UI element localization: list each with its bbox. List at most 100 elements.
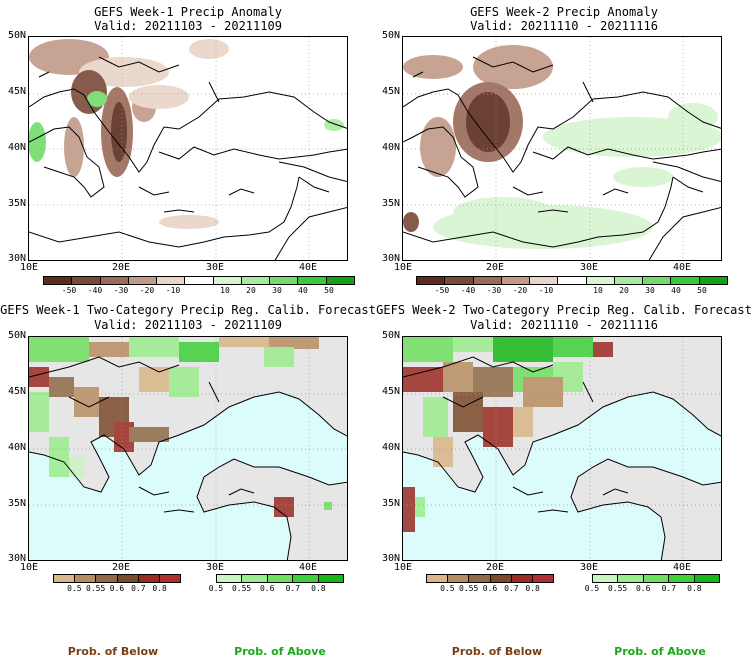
colorbar-tick-label: 0.55: [607, 584, 628, 593]
colorbar-tick-label: 0.55: [231, 584, 252, 593]
colorbar-tick-label: 0.5: [584, 584, 600, 593]
colorbar-tick-label: 50: [324, 286, 334, 295]
lat-label: 35N: [381, 198, 400, 209]
colorbar-swatch: [157, 277, 186, 284]
panel-valid-week1-anomaly: Valid: 20211103 - 20211109: [94, 19, 282, 33]
prob-above-label: Prob. of Above: [234, 645, 326, 658]
colorbar-tick-label: 40: [671, 286, 681, 295]
colorbar-tick-label: 20: [246, 286, 256, 295]
prob-below-label: Prob. of Below: [451, 645, 543, 658]
map-week1-twocat: [28, 336, 348, 561]
lat-label: 45N: [381, 86, 400, 97]
prob-below-label: Prob. of Below: [67, 645, 159, 658]
lat-label: 45N: [7, 86, 26, 97]
colorbar-swatch: [44, 277, 73, 284]
colorbar-swatch: [532, 575, 554, 582]
colorbar-swatch: [241, 277, 271, 284]
panel-title-week1-anomaly: GEFS Week-1 Precip Anomaly: [94, 5, 282, 19]
lat-label: 40N: [381, 142, 400, 153]
lon-label: 10E: [393, 262, 413, 273]
colorbar-tick-label: 50: [697, 286, 707, 295]
colorbar-swatch: [270, 277, 299, 284]
lat-label: 50N: [7, 330, 26, 341]
lon-label: 30E: [579, 562, 599, 573]
colorbar-swatch: [445, 277, 474, 284]
lat-label: 45N: [381, 386, 400, 397]
lat-label: 50N: [381, 330, 400, 341]
map-week2-twocat: [402, 336, 722, 561]
colorbar-tick-label: 0.5: [208, 584, 224, 593]
panel-title-week2-twocat: GEFS Week-2 Two-Category Precip Reg. Cal…: [376, 303, 752, 317]
colorbar-tick-label: 0.6: [635, 584, 651, 593]
colorbar-swatch: [128, 277, 158, 284]
lat-label: 35N: [381, 498, 400, 509]
colorbar-swatch: [217, 575, 243, 582]
colorbar-tick-label: -40: [460, 286, 476, 295]
colorbar-tick-label: 0.6: [259, 584, 275, 593]
lat-label: 40N: [7, 442, 26, 453]
colorbar-tick-label: 0.55: [459, 584, 479, 593]
colorbar-tick-label: 30: [272, 286, 282, 295]
lat-label: 40N: [381, 442, 400, 453]
colorbar-swatch: [72, 277, 101, 284]
colorbar-tick-label: -50: [61, 286, 77, 295]
lon-label: 40E: [672, 262, 692, 273]
panel-title-week1-twocat: GEFS Week-1 Two-Category Precip Reg. Cal…: [0, 303, 376, 317]
lon-label: 40E: [672, 562, 692, 573]
lat-label: 35N: [7, 498, 26, 509]
map-week2-anomaly: [402, 36, 722, 261]
colorbar-tick-label: 0.55: [86, 584, 106, 593]
colorbar-swatch: [159, 575, 181, 582]
lon-label: 20E: [111, 262, 131, 273]
map-week1-anomaly: [28, 36, 348, 261]
colorbar-swatch: [185, 277, 214, 284]
colorbar-swatch: [298, 277, 327, 284]
panel-valid-week2-anomaly: Valid: 20211110 - 20211116: [470, 19, 658, 33]
colorbar-tick-label: 0.8: [152, 584, 167, 593]
colorbar-swatch: [100, 277, 129, 284]
colorbar-tick-label: 0.5: [67, 584, 82, 593]
lat-label: 50N: [7, 30, 26, 41]
lon-label: 10E: [393, 562, 413, 573]
colorbar-tick-label: 10: [593, 286, 603, 295]
colorbar-swatch: [558, 277, 587, 284]
colorbar-swatch: [117, 575, 139, 582]
colorbar-swatch: [469, 575, 491, 582]
colorbar-tick-label: 10: [220, 286, 230, 295]
colorbar-swatch: [213, 277, 242, 284]
colorbar-tick-label: -50: [434, 286, 450, 295]
above-colorbar: [216, 574, 344, 583]
colorbar-tick-label: -30: [113, 286, 129, 295]
colorbar-swatch: [242, 575, 268, 582]
anomaly-colorbar: [416, 276, 728, 285]
colorbar-tick-label: 0.8: [525, 584, 540, 593]
map-week2-anomaly-svg: [403, 37, 721, 260]
colorbar-swatch: [643, 277, 672, 284]
colorbar-tick-label: -20: [139, 286, 155, 295]
colorbar-tick-label: 0.7: [131, 584, 146, 593]
map-week1-anomaly-svg: [29, 37, 347, 260]
lon-label: 40E: [298, 562, 318, 573]
lon-label: 30E: [205, 562, 225, 573]
colorbar-swatch: [267, 575, 294, 582]
colorbar-tick-label: -10: [165, 286, 181, 295]
colorbar-tick-label: -20: [512, 286, 528, 295]
lat-label: 30N: [7, 253, 26, 264]
lat-label: 35N: [7, 198, 26, 209]
below-colorbar: [53, 574, 181, 583]
panel-valid-week2-twocat: Valid: 20211110 - 20211116: [470, 318, 658, 332]
colorbar-swatch: [669, 575, 695, 582]
lon-label: 20E: [485, 262, 505, 273]
lat-label: 30N: [381, 553, 400, 564]
anomaly-colorbar: [43, 276, 355, 285]
lon-label: 30E: [205, 262, 225, 273]
colorbar-swatch: [694, 575, 720, 582]
colorbar-tick-label: -30: [486, 286, 502, 295]
lon-label: 20E: [111, 562, 131, 573]
lat-label: 40N: [7, 142, 26, 153]
colorbar-tick-label: 0.7: [661, 584, 677, 593]
colorbar-swatch: [293, 575, 319, 582]
prob-above-label: Prob. of Above: [614, 645, 706, 658]
colorbar-swatch: [448, 575, 470, 582]
colorbar-tick-label: 0.6: [109, 584, 125, 593]
